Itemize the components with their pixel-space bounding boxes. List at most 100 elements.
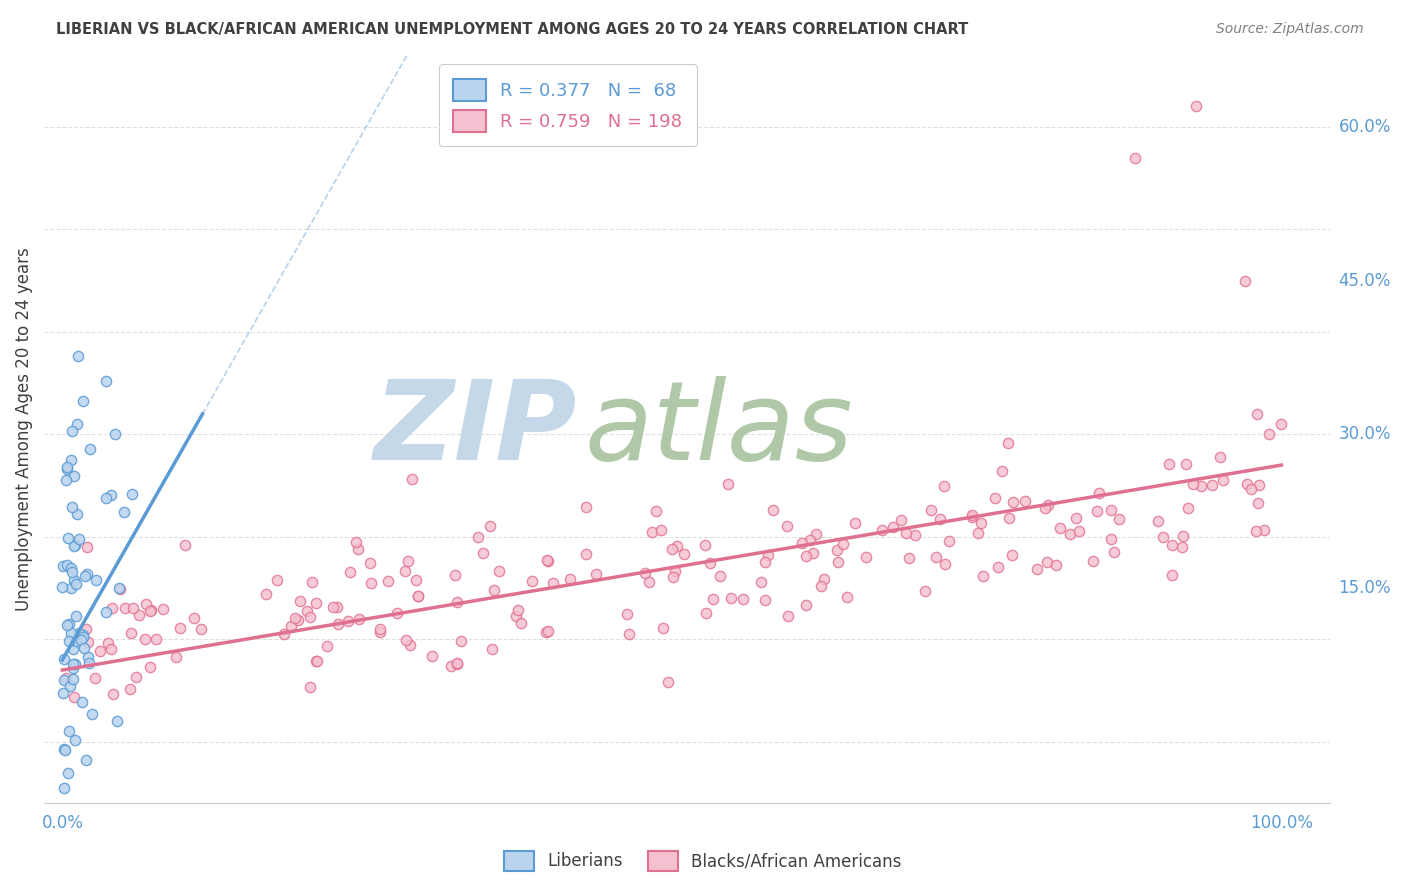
Point: [934, 558, 956, 572]
Point: [83, 672, 105, 686]
Point: [63, 657, 86, 672]
Point: [75, 753, 97, 767]
Point: [929, 512, 952, 526]
Point: [56, 462, 79, 476]
Point: [1102, 545, 1125, 559]
Point: [63, 538, 86, 552]
Point: [336, 614, 359, 628]
Point: [1189, 479, 1212, 493]
Point: [169, 622, 191, 636]
Point: [536, 553, 558, 567]
Point: [1099, 503, 1122, 517]
Point: [108, 582, 131, 596]
Point: [1244, 524, 1267, 538]
Point: [478, 518, 501, 533]
Point: [541, 575, 564, 590]
Point: [844, 516, 866, 531]
Point: [450, 633, 472, 648]
Point: [326, 599, 349, 614]
Point: [56, 558, 79, 573]
Point: [344, 535, 367, 549]
Point: [1036, 555, 1059, 569]
Point: [1181, 477, 1204, 491]
Point: [575, 547, 598, 561]
Point: [56, 617, 79, 632]
Point: [695, 606, 717, 620]
Point: [298, 609, 321, 624]
Point: [55, 671, 77, 685]
Point: [733, 591, 755, 606]
Point: [105, 714, 128, 729]
Point: [972, 569, 994, 583]
Point: [776, 608, 799, 623]
Point: [1049, 521, 1071, 535]
Point: [720, 591, 742, 605]
Point: [121, 487, 143, 501]
Point: [896, 526, 918, 541]
Point: [62, 672, 84, 686]
Point: [76, 650, 98, 665]
Point: [762, 502, 785, 516]
Point: [505, 609, 527, 624]
Point: [59, 581, 82, 595]
Point: [1146, 514, 1168, 528]
Point: [810, 578, 832, 592]
Point: [183, 611, 205, 625]
Point: [1177, 500, 1199, 515]
Text: 0.0%: 0.0%: [41, 814, 83, 832]
Point: [190, 622, 212, 636]
Point: [55, 473, 77, 487]
Point: [299, 681, 322, 695]
Point: [482, 583, 505, 598]
Point: [287, 613, 309, 627]
Point: [1033, 501, 1056, 516]
Point: [638, 575, 661, 590]
Point: [1209, 450, 1232, 465]
Point: [1099, 533, 1122, 547]
Point: [804, 527, 827, 541]
Point: [60, 500, 83, 515]
Point: [69, 632, 91, 647]
Point: [813, 572, 835, 586]
Point: [59, 625, 82, 640]
Point: [481, 641, 503, 656]
Point: [872, 523, 894, 537]
Point: [266, 574, 288, 588]
Point: [134, 632, 156, 647]
Point: [65, 417, 87, 431]
Point: [62, 690, 84, 705]
Point: [1161, 538, 1184, 552]
Point: [1258, 427, 1281, 442]
Point: [1036, 498, 1059, 512]
Point: [446, 595, 468, 609]
Text: LIBERIAN VS BLACK/AFRICAN AMERICAN UNEMPLOYMENT AMONG AGES 20 TO 24 YEARS CORREL: LIBERIAN VS BLACK/AFRICAN AMERICAN UNEMP…: [56, 22, 969, 37]
Point: [522, 574, 544, 589]
Point: [1233, 274, 1256, 288]
Point: [998, 510, 1021, 524]
Point: [339, 565, 361, 579]
Point: [52, 673, 75, 688]
Point: [446, 656, 468, 670]
Point: [288, 594, 311, 608]
Point: [932, 479, 955, 493]
Point: [65, 609, 87, 624]
Point: [401, 472, 423, 486]
Point: [1045, 558, 1067, 572]
Point: [145, 632, 167, 646]
Point: [67, 625, 90, 640]
Point: [108, 581, 131, 595]
Point: [666, 539, 689, 553]
Point: [165, 649, 187, 664]
Point: [59, 561, 82, 575]
Point: [1001, 548, 1024, 562]
Point: [1253, 523, 1275, 537]
Text: 100.0%: 100.0%: [1250, 814, 1313, 832]
Point: [75, 805, 97, 819]
Point: [101, 687, 124, 701]
Point: [58, 531, 80, 545]
Point: [405, 573, 427, 587]
Point: [280, 619, 302, 633]
Point: [1201, 478, 1223, 492]
Point: [305, 654, 328, 668]
Point: [134, 598, 156, 612]
